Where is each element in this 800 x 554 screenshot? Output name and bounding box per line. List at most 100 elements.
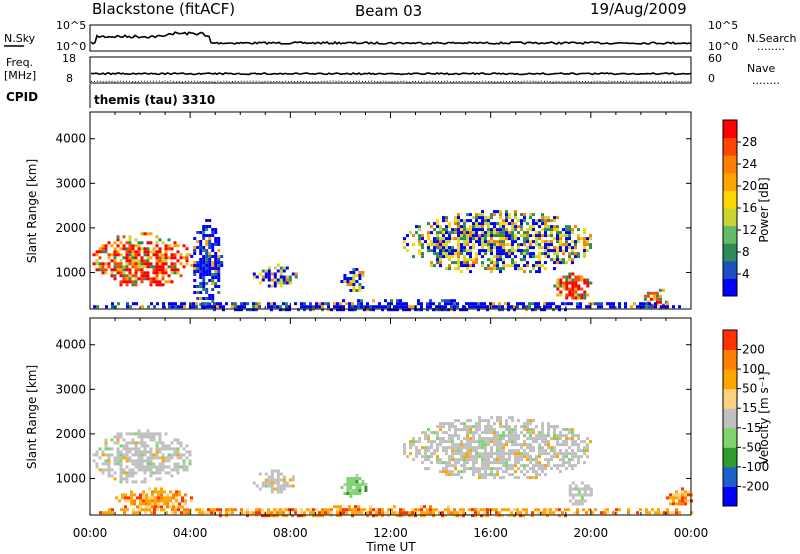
echo-cell: [176, 447, 180, 451]
echo-cell: [490, 267, 493, 271]
echo-cell: [514, 210, 517, 214]
echo-cell: [358, 277, 362, 280]
echo-cell: [493, 440, 496, 444]
echo-cell: [110, 474, 114, 478]
echo-cell: [451, 434, 454, 438]
echo-cell: [171, 302, 174, 306]
echo-cell: [505, 425, 508, 429]
echo-cell: [403, 446, 406, 450]
echo-cell: [454, 425, 457, 429]
echo-cell: [466, 213, 469, 217]
echo-cell: [421, 246, 424, 250]
echo-cell: [279, 511, 282, 515]
echo-cell: [360, 305, 363, 309]
echo-cell: [303, 302, 306, 306]
echo-cell: [523, 467, 526, 471]
echo-cell: [532, 264, 535, 268]
echo-cell: [589, 281, 593, 285]
echo-cell: [152, 250, 156, 254]
echo-cell: [477, 308, 480, 312]
echo-cell: [568, 484, 572, 488]
echo-cell: [481, 446, 484, 450]
echo-cell: [354, 511, 357, 515]
echo-cell: [436, 434, 439, 438]
echo-cell: [580, 275, 584, 279]
echo-cell: [176, 271, 180, 275]
echo-cell: [101, 271, 105, 275]
echo-cell: [128, 250, 132, 254]
echo-cell: [514, 449, 517, 453]
echo-cell: [529, 467, 532, 471]
echo-cell: [128, 235, 132, 239]
echo-cell: [559, 434, 562, 438]
echo-cell: [508, 449, 511, 453]
echo-cell: [460, 428, 463, 432]
echo-cell: [343, 277, 347, 280]
echo-cell: [418, 234, 421, 238]
echo-cell: [155, 444, 159, 448]
echo-cell: [128, 468, 132, 472]
echo-cell: [459, 514, 462, 518]
echo-cell: [544, 434, 547, 438]
echo-cell: [448, 222, 451, 226]
echo-cell: [423, 514, 426, 518]
echo-cell: [119, 271, 123, 275]
echo-cell: [217, 267, 221, 270]
echo-cell: [538, 225, 541, 229]
echo-cell: [523, 231, 526, 235]
echo-cell: [580, 496, 584, 500]
echo-cell: [151, 505, 154, 509]
echo-cell: [490, 461, 493, 465]
echo-cell: [589, 490, 593, 494]
echo-cell: [128, 459, 132, 463]
echo-cell: [349, 280, 353, 283]
echo-cell: [158, 247, 162, 251]
echo-cell: [137, 429, 141, 433]
echo-cell: [445, 246, 448, 250]
echo-cell: [472, 243, 475, 247]
echo-cell: [115, 496, 118, 500]
echo-cell: [261, 511, 264, 515]
echo-cell: [529, 446, 532, 450]
echo-cell: [541, 431, 544, 435]
echo-cell: [140, 465, 144, 469]
echo-cell: [119, 268, 123, 272]
echo-cell: [535, 425, 538, 429]
echo-cell: [529, 422, 532, 426]
echo-cell: [586, 484, 590, 488]
echo-cell: [154, 502, 157, 506]
echo-cell: [478, 252, 481, 256]
echo-cell: [505, 264, 508, 268]
echo-cell: [267, 266, 271, 270]
echo-cell: [583, 446, 586, 450]
echo-cell: [231, 508, 234, 512]
echo-cell: [559, 246, 562, 250]
echo-cell: [143, 471, 147, 475]
echo-cell: [355, 474, 359, 477]
echo-cell: [523, 258, 526, 262]
echo-cell: [535, 434, 538, 438]
echo-cell: [565, 440, 568, 444]
echo-cell: [217, 255, 221, 258]
echo-cell: [309, 302, 312, 306]
echo-cell: [666, 508, 669, 512]
echo-cell: [183, 302, 186, 306]
echo-cell: [681, 493, 684, 497]
echo-cell: [134, 244, 138, 248]
echo-cell: [430, 431, 433, 435]
echo-cell: [143, 465, 147, 469]
echo-cell: [327, 302, 330, 306]
echo-cell: [559, 437, 562, 441]
echo-cell: [92, 459, 96, 463]
echo-cell: [481, 431, 484, 435]
echo-cell: [193, 264, 197, 267]
echo-cell: [502, 434, 505, 438]
echo-cell: [405, 308, 408, 312]
echo-cell: [574, 455, 577, 459]
echo-cell: [532, 225, 535, 229]
echo-cell: [445, 228, 448, 232]
echo-cell: [538, 464, 541, 468]
echo-cell: [463, 455, 466, 459]
echo-cell: [457, 470, 460, 474]
echo-cell: [499, 443, 502, 447]
